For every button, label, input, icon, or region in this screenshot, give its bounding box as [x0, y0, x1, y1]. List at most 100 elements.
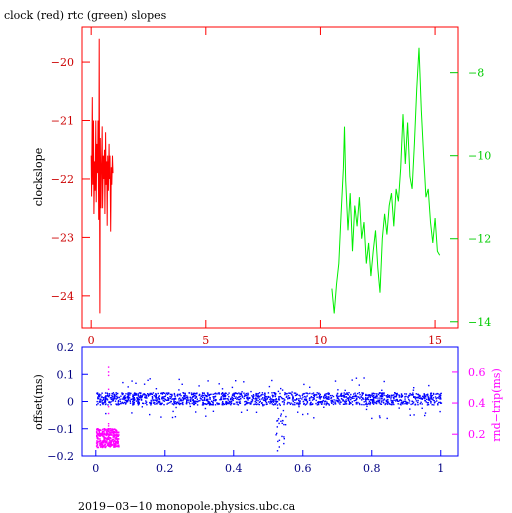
offset-point	[321, 400, 324, 402]
offset-point	[406, 401, 409, 404]
offset-point	[348, 400, 351, 403]
offset-point	[395, 395, 398, 397]
offset-point	[375, 400, 378, 403]
offset-point	[261, 392, 264, 394]
offset-point	[171, 403, 174, 405]
offset-point	[97, 397, 99, 400]
offset-point	[162, 392, 164, 394]
offset-point	[130, 392, 132, 395]
offset-series	[95, 366, 443, 452]
offset-point	[265, 401, 268, 404]
offset-point	[207, 392, 209, 394]
offset-point	[278, 439, 281, 441]
offset-point	[206, 399, 208, 401]
offset-point	[225, 400, 227, 403]
offset-point	[376, 397, 378, 399]
offset-point	[165, 399, 168, 401]
offset-point	[176, 395, 179, 397]
offset-point	[134, 399, 136, 401]
offset-point	[283, 403, 285, 406]
offset-point	[275, 398, 277, 401]
offset-point	[272, 400, 274, 402]
offset-point	[161, 392, 164, 394]
offset-point	[138, 396, 140, 398]
roundtrip-point	[96, 429, 98, 431]
offset-point	[220, 396, 223, 398]
offset-point	[432, 399, 434, 401]
offset-point	[275, 400, 278, 403]
offset-point	[214, 400, 217, 402]
offset-point	[145, 400, 147, 402]
offset-point	[345, 403, 347, 405]
offset-point	[334, 380, 337, 382]
offset-point	[280, 420, 282, 422]
roundtrip-point	[95, 442, 98, 444]
roundtrip-point	[96, 440, 98, 442]
offset-point	[349, 395, 351, 397]
offset-point	[292, 400, 294, 403]
offset-point	[223, 395, 226, 398]
offset-point	[252, 397, 254, 399]
offset-point	[191, 402, 193, 405]
roundtrip-point	[113, 444, 115, 446]
roundtrip-point	[102, 428, 104, 431]
offset-point	[413, 414, 415, 416]
offset-point	[439, 410, 441, 413]
offset-point	[170, 400, 172, 403]
roundtrip-point	[96, 432, 98, 434]
offset-point	[433, 404, 435, 406]
offset-point	[165, 392, 167, 394]
offset-point	[331, 402, 333, 404]
offset-point	[255, 411, 258, 413]
offset-point	[206, 400, 208, 402]
offset-point	[183, 395, 185, 397]
offset-point	[161, 393, 164, 395]
roundtrip-point	[107, 406, 110, 408]
offset-point	[334, 401, 336, 403]
offset-point	[238, 396, 240, 398]
offset-point	[390, 403, 392, 406]
offset-point	[221, 394, 224, 397]
offset-left-tick-label: −0.1	[47, 423, 74, 436]
offset-point	[278, 398, 280, 400]
offset-point	[247, 397, 249, 400]
offset-point	[98, 401, 100, 403]
offset-point	[393, 397, 395, 400]
offset-point	[272, 396, 274, 398]
offset-point	[429, 395, 432, 397]
offset-point	[118, 396, 121, 399]
offset-point	[279, 404, 281, 406]
offset-point	[357, 401, 359, 404]
offset-point	[400, 402, 402, 404]
offset-point	[427, 398, 430, 400]
offset-point	[286, 403, 288, 405]
roundtrip-point	[97, 446, 100, 449]
offset-point	[101, 392, 103, 394]
offset-point	[299, 397, 302, 399]
offset-point	[320, 396, 323, 398]
offset-point	[440, 402, 442, 404]
offset-point	[281, 435, 283, 438]
offset-point	[149, 394, 151, 396]
roundtrip-point	[113, 428, 116, 430]
offset-point	[256, 398, 258, 400]
offset-point	[280, 387, 282, 390]
offset-point	[190, 400, 192, 402]
roundtrip-point	[107, 445, 110, 447]
offset-point	[410, 403, 412, 406]
offset-point	[432, 397, 435, 399]
offset-point	[323, 395, 326, 397]
offset-point	[196, 400, 199, 403]
offset-point	[287, 401, 289, 404]
offset-point	[408, 400, 411, 402]
offset-point	[440, 402, 443, 404]
offset-x-tick-label: 0.6	[294, 462, 312, 475]
offset-point	[160, 392, 163, 394]
offset-point	[127, 392, 129, 394]
offset-point	[363, 404, 365, 406]
offset-point	[419, 403, 421, 405]
offset-point	[195, 402, 197, 404]
offset-point	[368, 402, 370, 404]
offset-point	[310, 403, 312, 406]
offset-point	[237, 401, 239, 403]
